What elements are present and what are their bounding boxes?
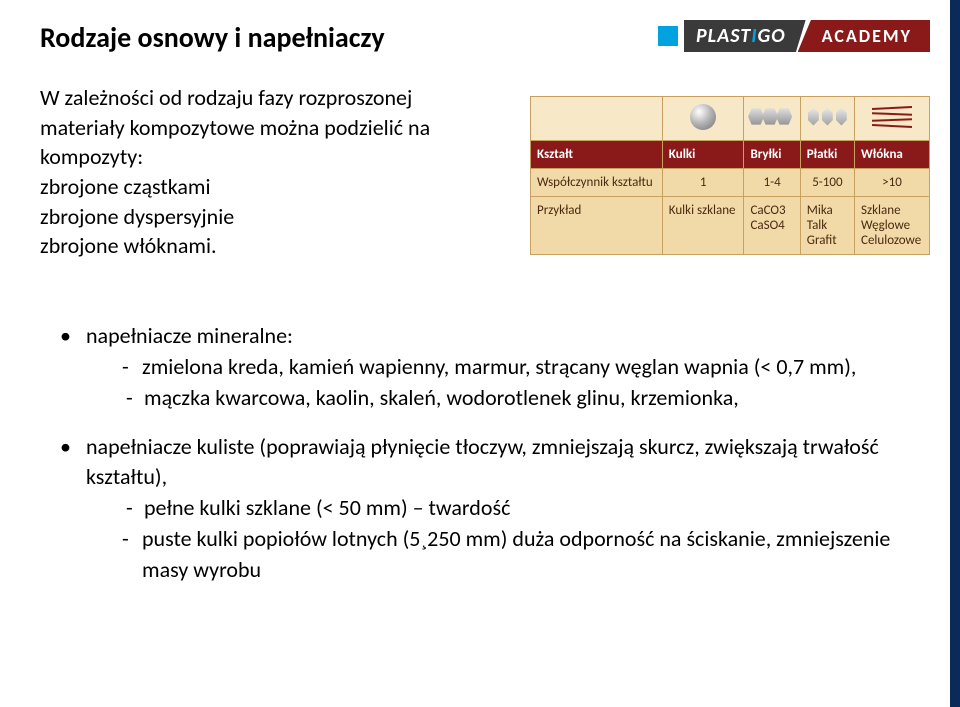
flakes-icon	[807, 108, 847, 126]
ratio-2: 5-100	[800, 169, 854, 197]
intro-line-3: zbrojone dyspersyjnie	[40, 202, 500, 232]
bullet-2-sub-2: puste kulki popiołów lotnych (5¸250 mm) …	[122, 524, 920, 586]
shape-example-row: Przykład Kulki szklane CaCO3 CaSO4 Mika …	[531, 197, 930, 255]
example-0: Kulki szklane	[662, 197, 744, 255]
lumps-icon	[751, 108, 793, 126]
logo-square-icon	[658, 26, 678, 46]
logo-bar: PLASTIGO ACADEMY	[658, 20, 930, 52]
sphere-icon	[690, 104, 716, 130]
logo-plastigo: PLASTIGO	[684, 20, 806, 52]
ratio-0: 1	[662, 169, 744, 197]
example-1: CaCO3 CaSO4	[744, 197, 800, 255]
th-kulki: Kulki	[662, 141, 744, 169]
bullet-1: napełniacze mineralne: zmielona kreda, k…	[60, 321, 920, 413]
bullet-2: napełniacze kuliste (poprawiają płynięci…	[60, 432, 920, 586]
intro-line-1: W zależności od rodzaju fazy rozproszone…	[40, 83, 500, 172]
bullet-1-title: napełniacze mineralne:	[86, 322, 293, 349]
example-label: Przykład	[531, 197, 663, 255]
bullet-1-sub-2: mączka kwarcowa, kaolin, skaleń, wodorot…	[122, 383, 920, 414]
ratio-1: 1-4	[744, 169, 800, 197]
th-brylki: Bryłki	[744, 141, 800, 169]
th-ksztalt: Kształt	[531, 141, 663, 169]
logo-text-right: GO	[758, 24, 786, 48]
shape-image-row	[531, 97, 930, 141]
side-stripe	[950, 0, 960, 707]
th-platki: Płatki	[800, 141, 854, 169]
th-wlokna: Włókna	[855, 141, 930, 169]
example-3: Szklane Węglowe Celulozowe	[855, 197, 930, 255]
intro-line-4: zbrojone włóknami.	[40, 231, 500, 261]
ratio-3: >10	[855, 169, 930, 197]
intro-line-2: zbrojone cząstkami	[40, 172, 500, 202]
shape-header-row: Kształt Kulki Bryłki Płatki Włókna	[531, 141, 930, 169]
bullet-1-sub-1: zmielona kreda, kamień wapienny, marmur,…	[122, 352, 920, 383]
bullet-list: napełniacze mineralne: zmielona kreda, k…	[0, 261, 960, 585]
shape-ratio-row: Współczynnik kształtu 1 1-4 5-100 >10	[531, 169, 930, 197]
fibers-icon	[872, 104, 912, 130]
bullet-2-title: napełniacze kuliste (poprawiają płynięci…	[86, 433, 879, 491]
bullet-2-sub-1: pełne kulki szklane (< 50 mm) – twardość	[122, 493, 920, 524]
example-2: Mika Talk Grafit	[800, 197, 854, 255]
logo-academy: ACADEMY	[798, 20, 930, 52]
intro-block: W zależności od rodzaju fazy rozproszone…	[0, 55, 540, 261]
shape-table: Kształt Kulki Bryłki Płatki Włókna Współ…	[530, 96, 930, 255]
ratio-label: Współczynnik kształtu	[531, 169, 663, 197]
logo-text-left: PLAST	[696, 24, 751, 48]
